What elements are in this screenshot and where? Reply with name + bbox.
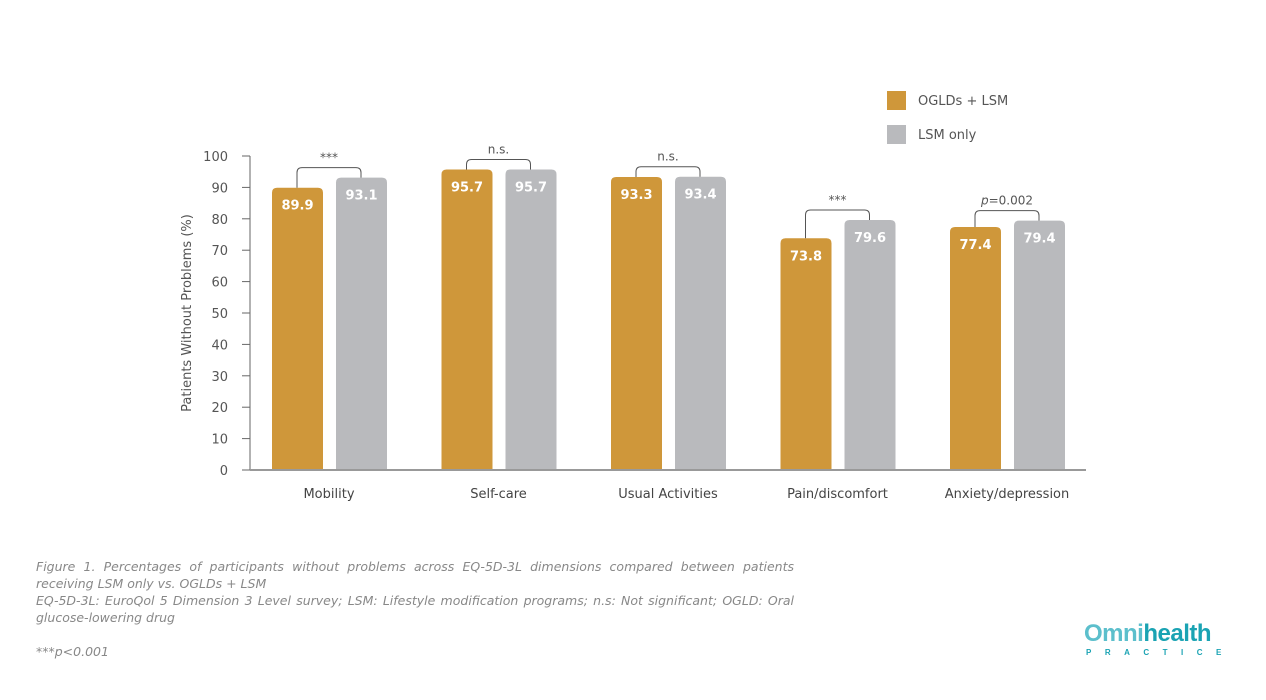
y-axis: 0 10 20 30 40 50 60 70 80 90 100	[203, 150, 251, 479]
bar-value-label: 93.4	[684, 188, 716, 203]
y-tick-label: 10	[211, 433, 228, 448]
y-tick-label: 20	[211, 401, 228, 416]
bar-value-label: 95.7	[451, 181, 483, 196]
significance-label: n.s.	[488, 143, 510, 157]
y-tick-label: 0	[220, 464, 228, 479]
y-tick-label: 90	[211, 181, 228, 196]
caption-title: Figure 1. Percentages of participants wi…	[36, 559, 794, 591]
y-axis-label: Patients Without Problems (%)	[180, 214, 195, 412]
x-axis: Mobility Self-care Usual Activities Pain/di…	[250, 469, 1086, 502]
caption-footnote: ***p<0.001	[36, 644, 109, 659]
bar-lsm-only	[675, 176, 726, 470]
significance-bracket	[296, 167, 362, 188]
significance-label: ***	[829, 193, 847, 207]
y-tick-label: 50	[211, 307, 228, 322]
omnihealth-logo: Omnihealth PRACTICE	[1084, 620, 1235, 658]
bar-value-label: 93.1	[345, 189, 377, 204]
significance-brackets: *** n.s. n.s. *** p=0.002	[296, 143, 1040, 239]
bar-value-label: 95.7	[515, 181, 547, 196]
bar-lsm-only	[844, 220, 896, 470]
bar-lsm-only	[505, 169, 557, 470]
bar-lsm-only	[1014, 220, 1065, 470]
bar-value-label: 73.8	[790, 249, 822, 264]
bar-ogld-lsm	[950, 226, 1001, 470]
y-tick-label: 30	[211, 370, 228, 385]
bar-ogld-lsm	[441, 169, 493, 470]
y-tick-label: 60	[211, 276, 228, 291]
figure-caption: Figure 1. Percentages of participants wi…	[36, 558, 794, 660]
logo-subtitle: PRACTICE	[1086, 648, 1235, 657]
significance-bracket	[635, 166, 701, 178]
x-category-label: Self-care	[470, 487, 527, 502]
x-category-label: Usual Activities	[618, 487, 718, 502]
x-category-label: Anxiety/depression	[945, 487, 1070, 502]
significance-bracket	[466, 159, 531, 170]
legend: OGLDs + LSM LSM only	[887, 91, 1008, 144]
significance-label: ***	[320, 151, 338, 165]
bar-value-label: 89.9	[281, 199, 313, 214]
significance-label: p=0.002	[980, 194, 1033, 208]
y-tick-label: 70	[211, 244, 228, 259]
x-category-label: Mobility	[303, 487, 354, 502]
legend-swatch-lsm	[887, 125, 906, 144]
bars: 89.9 93.1 95.7 95.7 93.3 93.4 73.8 79.6 77.4 79.4	[272, 169, 1065, 471]
legend-label-ogld: OGLDs + LSM	[918, 94, 1008, 109]
caption-abbreviations: EQ-5D-3L: EuroQol 5 Dimension 3 Level su…	[36, 593, 794, 625]
y-tick-label: 80	[211, 213, 228, 228]
legend-label-lsm: LSM only	[918, 128, 977, 143]
significance-bracket	[805, 209, 870, 239]
y-tick-label: 100	[203, 150, 228, 165]
bar-lsm-only	[336, 177, 387, 470]
y-tick-label: 40	[211, 338, 228, 353]
bar-ogld-lsm	[611, 177, 662, 470]
bar-chart: 0 10 20 30 40 50 60 70 80 90 100 89.9 93.1 95.7 95.7 9…	[180, 91, 1086, 502]
bar-value-label: 79.4	[1023, 232, 1055, 247]
bar-value-label: 79.6	[854, 231, 886, 246]
bar-value-label: 93.3	[620, 188, 652, 203]
legend-swatch-ogld	[887, 91, 906, 110]
significance-label: n.s.	[657, 150, 679, 164]
logo-wordmark: Omnihealth	[1084, 620, 1212, 647]
bar-ogld-lsm	[780, 238, 832, 470]
x-category-label: Pain/discomfort	[787, 487, 888, 502]
bar-ogld-lsm	[272, 187, 323, 471]
significance-bracket	[974, 210, 1040, 227]
bar-value-label: 77.4	[959, 238, 991, 253]
